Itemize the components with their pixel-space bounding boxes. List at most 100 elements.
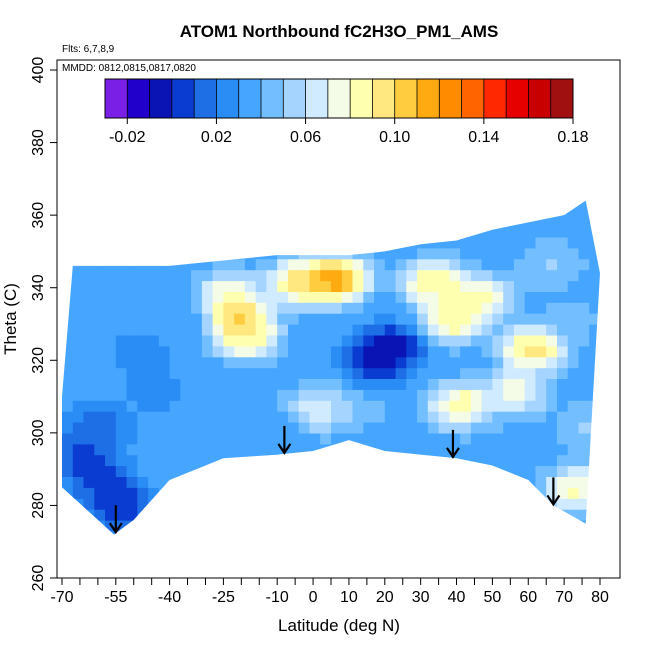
heatmap-cell [535,411,547,423]
heatmap-cell [298,487,311,499]
heatmap-cell [105,356,117,369]
heatmap-cell [341,519,354,532]
heatmap-cell [417,367,429,379]
heatmap-cell [438,302,450,314]
heatmap-cell [137,302,149,314]
heatmap-cell [406,247,418,260]
heatmap-cell [341,247,354,260]
heatmap-cell [535,422,547,434]
heatmap-cell [363,356,375,369]
heatmap-cell [384,324,397,336]
heatmap-cell [578,530,590,535]
heatmap-cell [557,400,569,412]
heatmap-cell [234,236,246,249]
heatmap-cell [223,509,235,521]
heatmap-cell [513,291,526,303]
heatmap-cell [255,236,268,249]
heatmap-cell [255,509,268,521]
heatmap-cell [589,498,600,510]
heatmap-cell [72,378,85,390]
heatmap-cell [374,291,386,303]
heatmap-cell [137,247,149,260]
heatmap-cell [126,432,138,445]
heatmap-cell [578,236,590,249]
heatmap-cell [449,487,461,499]
heatmap-cell [309,280,321,292]
heatmap-cell [223,236,235,249]
heatmap-cell [535,465,547,477]
heatmap-cell [438,411,450,423]
heatmap-cell [503,498,515,510]
heatmap-cell [288,422,300,434]
heatmap-cell [352,258,364,271]
heatmap-cell [234,280,246,292]
heatmap-cell [201,345,214,358]
heatmap-cell [94,280,106,292]
heatmap-cell [331,400,343,412]
heatmap-cell [169,204,181,216]
heatmap-cell [417,226,429,238]
heatmap-cell [62,302,74,314]
heatmap-cell [567,498,580,510]
heatmap-cell [363,400,375,412]
heatmap-cell [201,530,214,535]
heatmap-cell [524,291,537,303]
heatmap-cell [158,530,171,535]
heatmap-cell [309,302,321,314]
heatmap-cell [255,476,268,488]
heatmap-cell [148,226,160,238]
heatmap-cell [62,291,74,303]
heatmap-cell [266,236,278,249]
heatmap-cell [126,324,138,336]
heatmap-cell [503,367,515,379]
heatmap-cell [309,215,321,227]
heatmap-cell [406,454,418,467]
heatmap-cell [438,498,450,510]
heatmap-cell [481,215,493,227]
heatmap-cell [255,356,268,369]
heatmap-cell [600,400,611,412]
heatmap-cell [288,432,300,445]
heatmap-cell [212,215,224,227]
heatmap-cell [201,422,214,434]
heatmap-cell [158,487,171,499]
heatmap-cell [513,487,526,499]
heatmap-cell [449,498,461,510]
heatmap-cell [180,313,192,325]
heatmap-cell [578,389,590,401]
heatmap-cell [557,519,569,532]
heatmap-cell [384,432,397,445]
heatmap-cell [62,476,74,488]
heatmap-cell [148,411,160,423]
heatmap-cell [255,204,268,216]
heatmap-cell [126,422,138,434]
heatmap-cell [126,530,138,535]
heatmap-cell [341,378,354,390]
heatmap-cell [374,345,386,358]
heatmap-cell [417,269,429,282]
heatmap-cell [83,422,95,434]
heatmap-cell [557,226,569,238]
heatmap-cell [481,432,493,445]
heatmap-cell [148,204,160,216]
heatmap-cell [169,432,181,445]
heatmap-cell [449,465,461,477]
heatmap-cell [503,345,515,358]
heatmap-cell [395,509,407,521]
heatmap-cell [266,443,278,456]
heatmap-cell [191,247,203,260]
heatmap-cell [277,411,289,423]
heatmap-cell [352,247,364,260]
heatmap-cell [234,204,246,216]
x-axis: -70 -55 -40 -25 -10 0 10 20 30 40 50 60 70 80 [50,578,609,606]
heatmap-cell [513,247,526,260]
heatmap-cell [105,269,117,282]
heatmap-cell [417,302,429,314]
heatmap-cell [417,411,429,423]
heatmap-cell [169,498,181,510]
heatmap-cell [191,432,203,445]
heatmap-cell [352,443,364,456]
heatmap-cell [212,465,224,477]
heatmap-cell [513,324,526,336]
heatmap-cell [427,454,440,467]
